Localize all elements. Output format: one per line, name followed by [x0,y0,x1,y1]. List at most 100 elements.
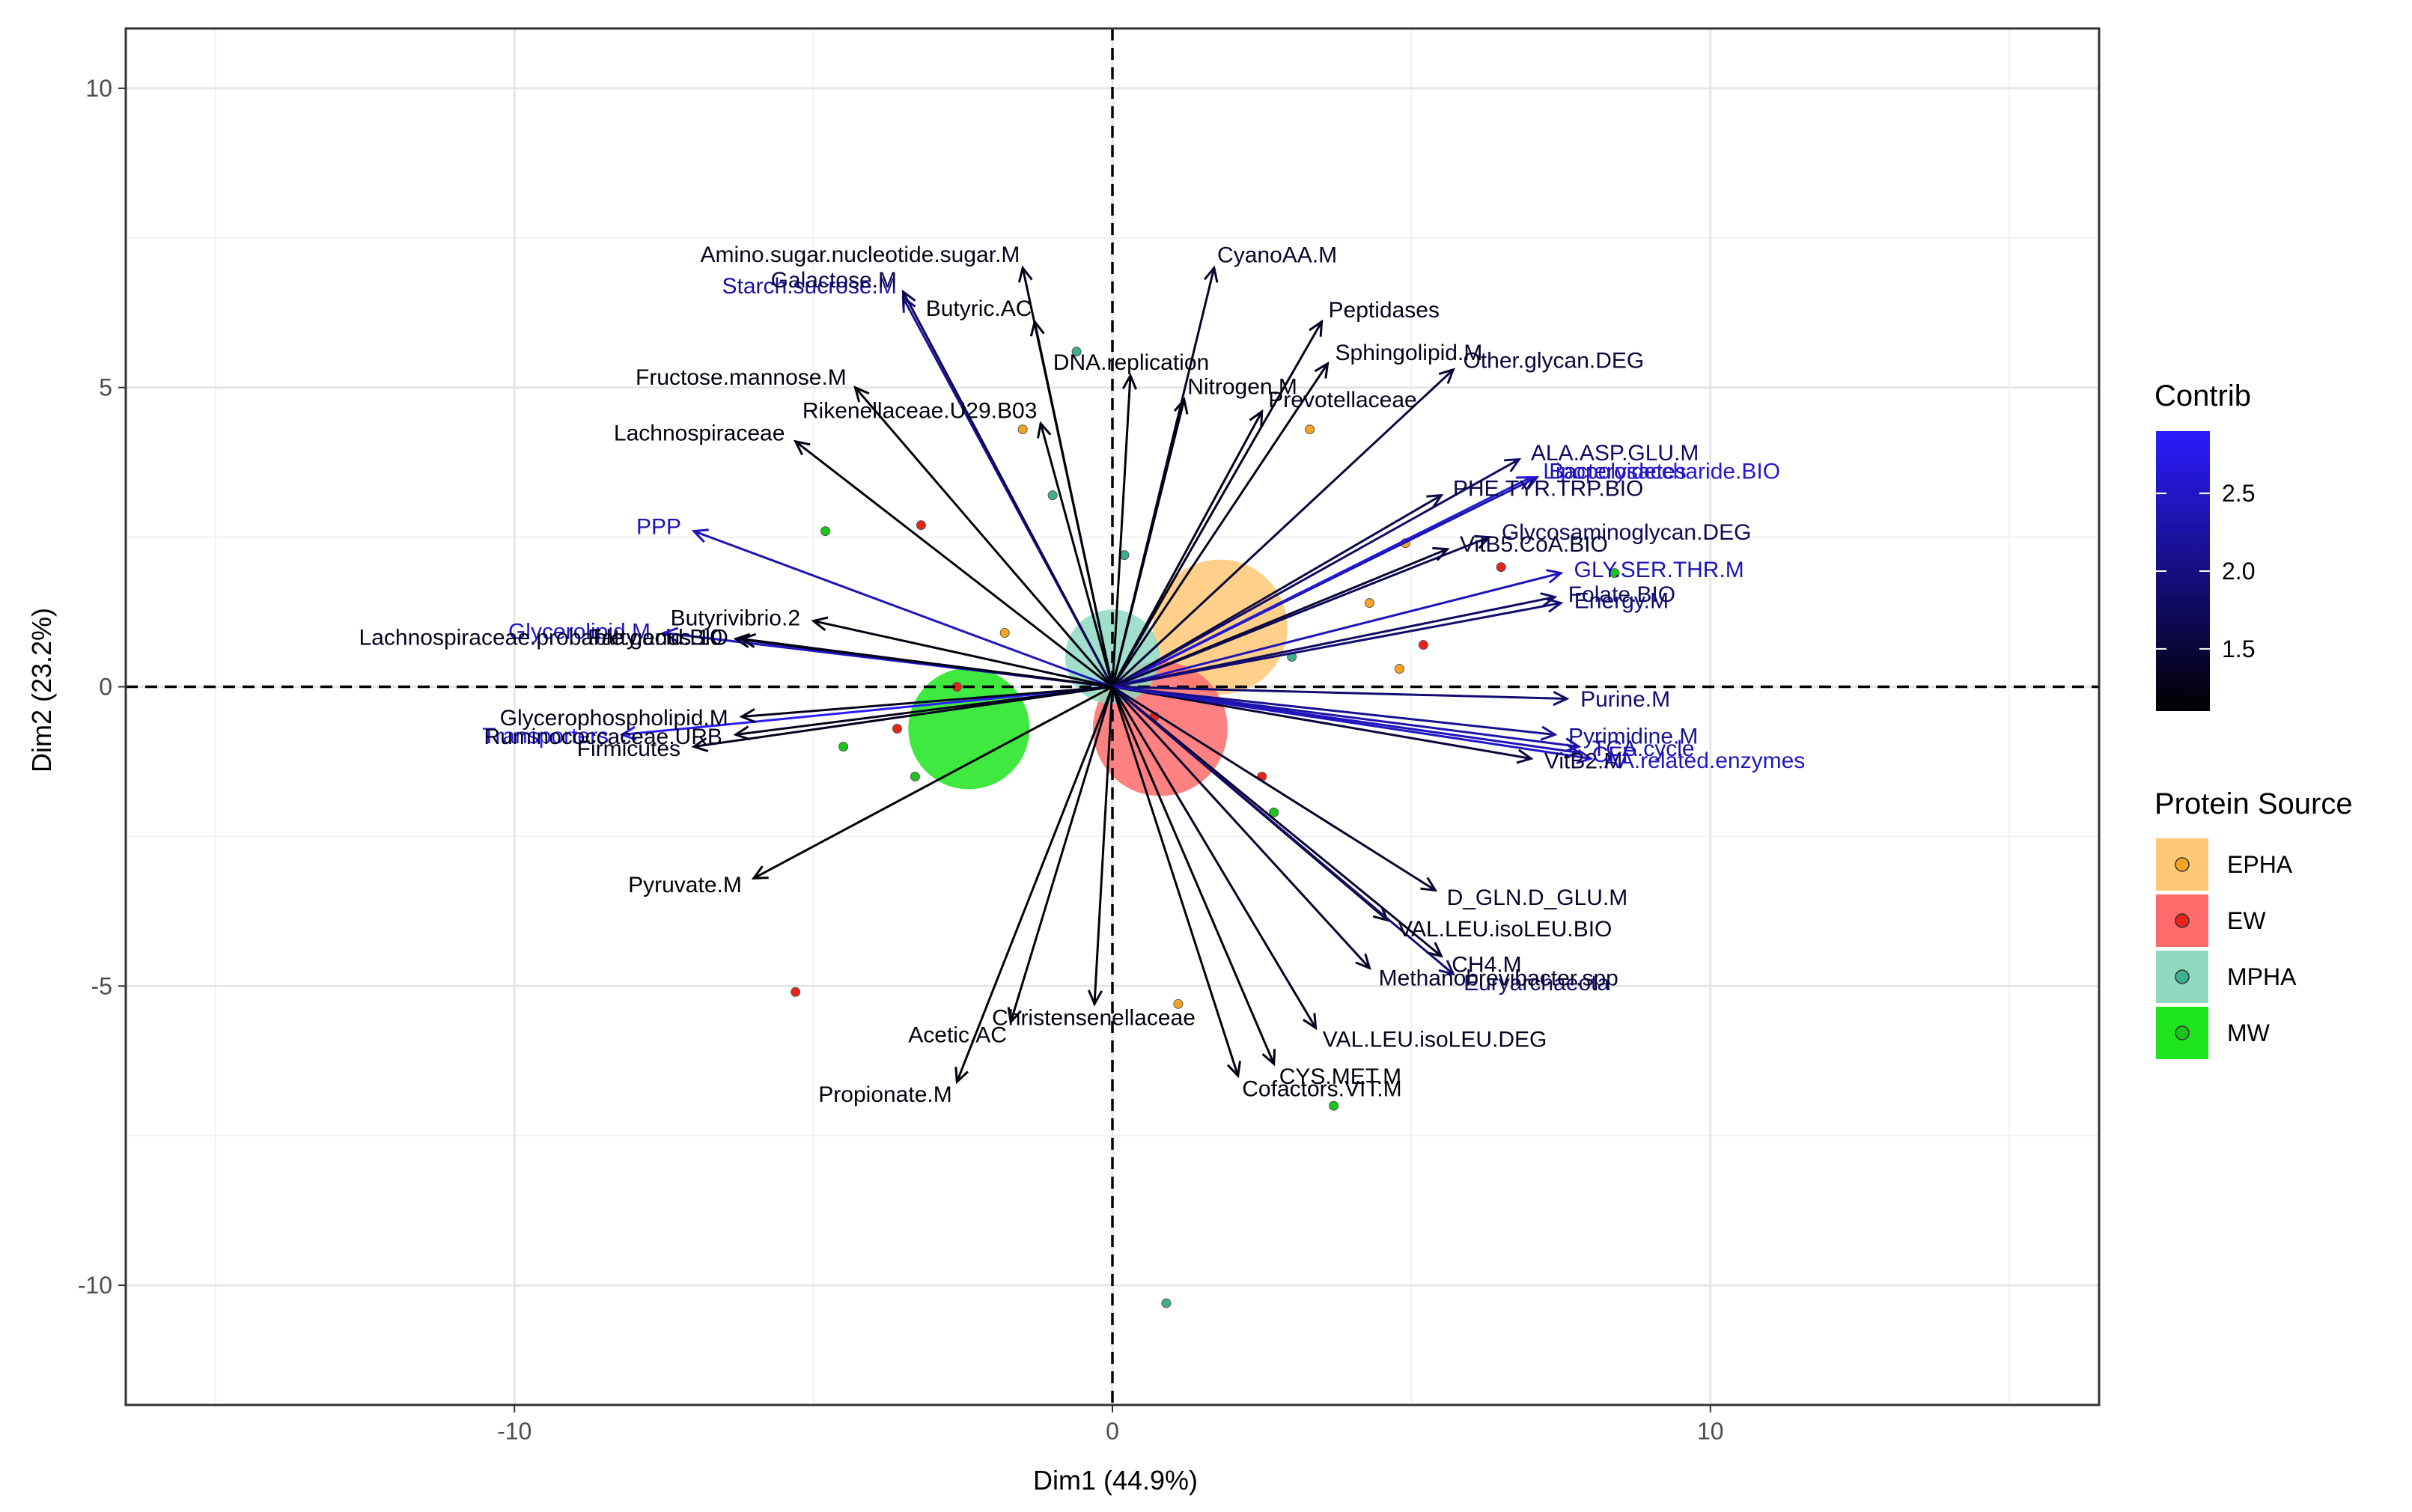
variable-arrowhead [619,725,637,741]
variable-arrowhead [661,627,679,642]
variable-label: Nitrogen.M [1187,374,1297,399]
variable-arrow [741,638,1113,689]
panel-border [124,27,2101,1406]
variable-label: CFP [1592,743,1637,767]
variable-arrow [1112,596,1556,688]
variable-arrow [1111,686,1371,969]
individual-point-mw [838,741,849,752]
variable-label: Energy.M [1574,588,1669,613]
variable-arrowhead [1261,1049,1276,1067]
variable-arrow [741,686,1113,718]
variable-label: Glycerolipid.M [508,619,651,644]
variable-label: Pyruvate.M [628,873,742,897]
individual-point-ew [892,723,902,734]
variable-label: Galactose.M [771,268,897,293]
variable-arrowhead [1314,361,1330,379]
variable-arrow [813,620,1113,688]
variable-arrows [619,265,1594,1085]
variable-arrowhead [1540,592,1558,607]
variable-arrow [1112,686,1437,891]
variable-label: Bacteroidetes [1549,460,1686,484]
variable-arrowhead [1303,1013,1318,1031]
variable-arrowhead [691,737,709,752]
variable-arrow [1112,686,1532,760]
variable-label: D_GLN.D_GLU.M [1447,885,1628,910]
variable-arrowhead [853,385,870,403]
variable-arrowhead [1017,265,1033,283]
colorbar-tick-label: 1.5 [2222,635,2255,662]
variable-label: Peptidases [1329,298,1440,323]
individual-point-epha [999,628,1010,638]
individual-point-mw [910,771,920,781]
variable-labels: Amino.sugar.nucleotide.sugar.M CyanoAA.M P… [359,243,1806,1107]
colorbar-tick-label: 2.0 [2222,558,2255,585]
variable-arrow [1093,686,1114,1005]
variable-label: Christensenellaceae [992,1005,1196,1030]
variable-label: TCA.cycle [1592,737,1695,761]
zero-lines [126,28,2099,1405]
group-legend-title: Protein Source [2154,787,2353,820]
variable-label: Purine.M [1580,687,1670,712]
individual-point-mpha [1047,490,1058,501]
variable-label: Prevotellaceae [1268,388,1416,412]
variable-label: Pyrimidine.M [1568,724,1698,749]
variable-arrow [1112,602,1562,688]
variable-arrowhead [1540,725,1558,741]
individual-point-ew [791,987,801,997]
individual-points [791,347,1620,1308]
axis-titles: Dim1 (44.9%) Dim2 (23.2%) [26,608,1198,1496]
variable-arrowhead [1173,397,1189,415]
variable-label: Propionate.M [818,1082,951,1107]
variable-label: VAL.LEU.isoLEU.DEG [1323,1028,1547,1052]
variable-label: Acetic.AC [908,1023,1007,1048]
variable-arrowhead [1426,493,1444,509]
variable-label: GLY.SER.THR.M [1574,558,1744,582]
variable-label: Euryarchaeota [1464,971,1609,996]
individual-point-epha [1364,598,1374,609]
y-tick-label: 0 [99,674,112,701]
variable-label: Rikenellaceae.U29.B03 [803,398,1038,423]
legend-label-mpha: MPHA [2227,963,2297,990]
variable-arrowhead [1426,942,1444,958]
variable-arrow [1111,686,1276,1064]
variable-arrow [1112,548,1448,688]
variable-label: Butyric.AC [926,296,1032,321]
y-tick-label: -5 [91,972,112,999]
variable-label: Sphingolipid.M [1336,341,1483,365]
contrib-legend-title: Contrib [2154,379,2251,412]
variable-arrowhead [1564,743,1582,758]
individual-point-mw [1269,807,1279,817]
variable-arrow [794,440,1113,688]
variable-label: Transporters [482,724,609,749]
variable-label: CyanoAA.M [1217,243,1337,267]
variable-label: Firmicutes [577,737,680,761]
variable-arrowhead [1438,960,1455,976]
axis-ticks: -10 0 10 -10 -5 0 5 10 [78,27,2101,1445]
variable-label: Cofactors.VIT.M [1242,1076,1401,1101]
variable-arrowhead [901,289,916,307]
legend-key-point-ew [2175,913,2190,928]
variable-arrow [902,291,1114,688]
variable-arrow [1112,572,1562,688]
variable-arrow [854,386,1114,688]
variable-label: Lachnospiraceae.probable.genus.10 [359,625,722,650]
variable-arrowhead [1516,476,1534,490]
variable-arrow [1009,686,1114,1022]
variable-label: Fatty.acid.BIO [588,625,728,650]
variable-arrowhead [733,725,751,741]
variable-arrowhead [1121,373,1137,390]
variable-arrowhead [1553,691,1570,707]
variable-arrow [955,686,1114,1082]
variable-arrowhead [1546,597,1564,613]
variable-label: Starch.sucrose.M [722,274,896,299]
variable-label: Glycerophospholipid.M [500,706,728,731]
variable-arrow [1111,411,1264,688]
variable-arrow [621,686,1113,736]
variable-arrow [1111,686,1317,1029]
variable-label: Butyrivibrio.2 [671,606,800,631]
variable-arrowhead [1087,990,1103,1007]
variable-arrowhead [691,528,709,543]
variable-arrow [1111,686,1240,1076]
